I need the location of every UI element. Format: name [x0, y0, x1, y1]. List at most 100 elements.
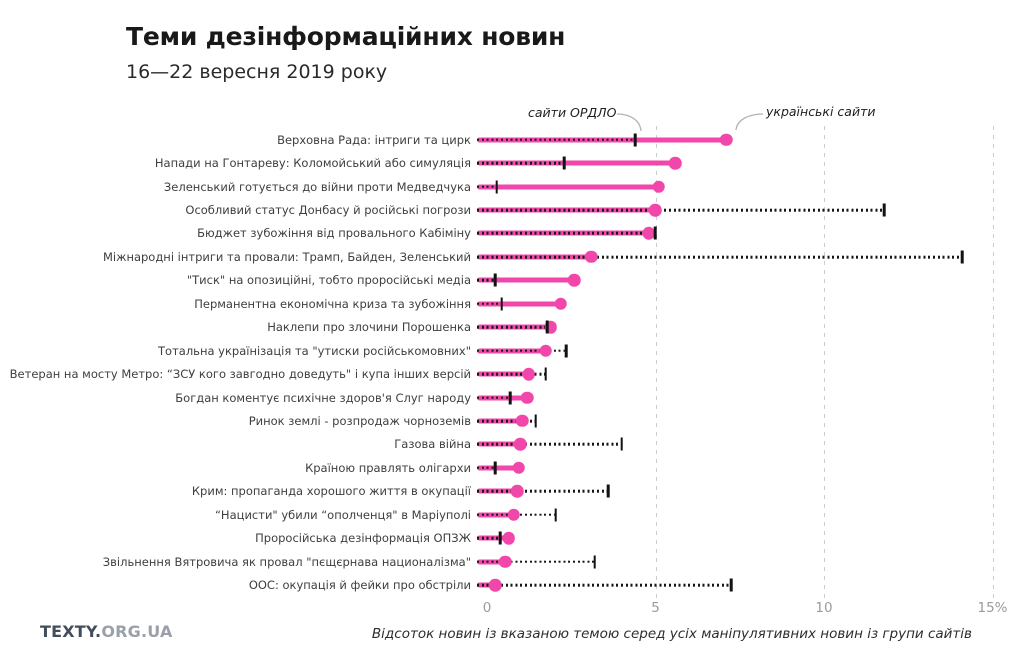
- chart-subtitle: 16—22 вересня 2019 року: [126, 61, 388, 83]
- x-axis-tick-label: 0: [482, 600, 492, 616]
- row-label: Газова війна: [394, 437, 471, 452]
- ukrainian-sites-dot-marker: [499, 555, 512, 568]
- ordlo-sites-tick-marker: [498, 531, 502, 545]
- ordlo-sites-tick-marker: [500, 297, 504, 311]
- ukrainian-sites-line: [477, 277, 575, 283]
- ukrainian-sites-dot-marker: [512, 461, 525, 475]
- ukrainian-sites-line: [477, 465, 519, 471]
- row-label: Ринок землі - розпродаж чорноземів: [248, 413, 471, 428]
- row-label: Особливий статус Донбасу й російські пог…: [185, 203, 471, 218]
- ukrainian-sites-dot-marker: [507, 508, 520, 521]
- ukrainian-sites-dot-marker: [554, 297, 568, 311]
- row-label: Богдан коментує психічне здоров'я Слуг н…: [175, 390, 471, 405]
- chart-row: Перманентна економічна криза та зубожінн…: [0, 292, 1024, 315]
- row-track: [477, 386, 1024, 409]
- row-track: [477, 316, 1024, 339]
- chart-rows: Верховна Рада: інтриги та цирк Напади на …: [0, 128, 1024, 597]
- texty-logo: TEXTY.ORG.UA: [40, 622, 173, 641]
- ordlo-sites-tick-marker: [509, 391, 512, 405]
- row-label: Зеленський готується до війни проти Медв…: [163, 179, 471, 194]
- ukrainian-sites-dot-marker: [520, 391, 534, 404]
- chart-row: Звільнення Вятровича як провал "пєщєрнав…: [0, 550, 1024, 573]
- ukrainian-sites-dot-marker: [514, 438, 527, 451]
- row-track: [477, 339, 1024, 362]
- row-label: Звільнення Вятровича як провал "пєщєрнав…: [102, 554, 471, 569]
- chart-row: Зеленський готується до війни проти Медв…: [0, 175, 1024, 198]
- chart-row: Напади на Гонтареву: Коломойський або си…: [0, 151, 1024, 174]
- chart-row: “Нацисти" убили “ополченця" в Маріуполі: [0, 503, 1024, 526]
- ordlo-sites-tick-marker: [534, 414, 537, 428]
- ukrainian-sites-line: [477, 160, 676, 166]
- ordlo-sites-tick-marker: [562, 156, 566, 170]
- chart-row: Газова війна: [0, 433, 1024, 456]
- ordlo-sites-tick-marker: [593, 555, 596, 569]
- ordlo-sites-tick-marker: [606, 484, 610, 498]
- chart-row: Ринок землі - розпродаж чорноземів: [0, 409, 1024, 432]
- row-track: [477, 480, 1024, 503]
- row-track: [477, 175, 1024, 198]
- ukrainian-sites-dot-marker: [642, 227, 655, 240]
- ordlo-sites-dotted-line: [477, 583, 732, 587]
- chart-row: Верховна Рада: інтриги та цирк: [0, 128, 1024, 151]
- gridline: [655, 126, 657, 600]
- ordlo-sites-dotted-line: [477, 419, 536, 423]
- row-track: [477, 245, 1024, 268]
- ordlo-sites-tick-marker: [554, 508, 558, 522]
- x-axis-tick-label: 15%: [977, 600, 1008, 616]
- ukrainian-sites-dot-marker: [648, 203, 662, 217]
- row-label: Наклепи про злочини Порошенка: [267, 320, 471, 335]
- row-label: Бюджет зубожіння від провального Кабімін…: [197, 226, 471, 241]
- row-track: [477, 222, 1024, 245]
- ordlo-sites-dotted-line: [477, 560, 595, 563]
- ordlo-sites-tick-marker: [493, 273, 497, 287]
- ordlo-sites-dotted-line: [477, 279, 496, 282]
- chart-row: "Тиск" на опозиційні, тобто проросійські…: [0, 269, 1024, 292]
- ordlo-sites-tick-marker: [493, 461, 497, 475]
- row-label: Тотальна українізація та "утиски російсь…: [158, 343, 471, 358]
- ordlo-sites-dotted-line: [477, 138, 636, 142]
- ordlo-sites-tick-marker: [729, 578, 733, 592]
- row-label: Ветеран на мосту Метро: “ЗСУ кого завгод…: [9, 367, 471, 382]
- ordlo-sites-tick-marker: [960, 250, 964, 264]
- ordlo-sites-tick-marker: [620, 437, 623, 451]
- chart-title: Теми дезінформаційних новин: [126, 22, 566, 51]
- row-label: Країною правлять олігархи: [305, 460, 471, 475]
- row-label: Міжнародні інтриги та провали: Трамп, Ба…: [102, 249, 471, 264]
- ukrainian-sites-dot-marker: [568, 274, 581, 287]
- row-track: [477, 526, 1024, 549]
- ukrainian-sites-dot-marker: [539, 344, 552, 357]
- x-axis: 0 5 10 15%: [483, 600, 1009, 620]
- texty-logo-secondary: ORG.UA: [101, 622, 173, 641]
- ordlo-sites-tick-marker: [653, 226, 657, 240]
- ordlo-sites-tick-marker: [544, 367, 547, 381]
- ordlo-sites-dotted-line: [477, 208, 885, 212]
- chart-row: Міжнародні інтриги та провали: Трамп, Ба…: [0, 245, 1024, 268]
- row-label: Перманентна економічна криза та зубожінн…: [194, 296, 471, 311]
- chart-row: Богдан коментує психічне здоров'я Слуг н…: [0, 386, 1024, 409]
- ordlo-sites-dotted-line: [477, 489, 609, 493]
- chart-row: Країною правлять олігархи: [0, 456, 1024, 479]
- ukrainian-sites-dot-marker: [502, 531, 515, 545]
- annotation-ordlo-sites: сайти ОРДЛО: [528, 105, 617, 120]
- ukrainian-sites-dot-marker: [719, 133, 733, 146]
- gridlines: [487, 126, 1009, 600]
- ordlo-sites-dotted-line: [477, 161, 565, 165]
- ordlo-sites-dotted-line: [477, 302, 502, 306]
- chart-row: Особливий статус Донбасу й російські пог…: [0, 198, 1024, 221]
- row-label: Верховна Рада: інтриги та цирк: [277, 132, 471, 147]
- x-axis-tick-label: 10: [815, 600, 833, 616]
- ukrainian-sites-line: [477, 184, 659, 190]
- ordlo-sites-dotted-line: [477, 255, 962, 259]
- chart-row: Тотальна українізація та "утиски російсь…: [0, 339, 1024, 362]
- row-track: [477, 573, 1024, 596]
- ukrainian-sites-dot-marker: [522, 367, 536, 381]
- row-track: [477, 503, 1024, 526]
- row-track: [477, 409, 1024, 432]
- ukrainian-sites-dot-marker: [652, 180, 665, 193]
- chart-row: Бюджет зубожіння від провального Кабімін…: [0, 222, 1024, 245]
- chart-row: Наклепи про злочини Порошенка: [0, 316, 1024, 339]
- ordlo-sites-tick-marker: [883, 203, 886, 217]
- chart-row: Крим: пропаганда хорошого життя в окупац…: [0, 480, 1024, 503]
- ordlo-sites-dotted-line: [477, 185, 497, 188]
- ordlo-sites-dotted-line: [477, 466, 496, 470]
